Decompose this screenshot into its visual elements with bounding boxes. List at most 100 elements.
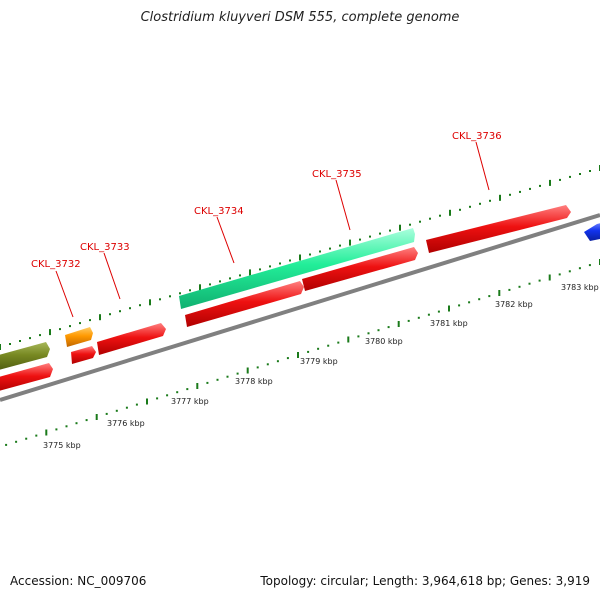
inner-major-tick	[347, 336, 350, 343]
gene-label-lines	[55, 141, 490, 318]
outer-major-tick	[399, 224, 401, 231]
inner-minor-tick	[578, 267, 581, 270]
inner-minor-tick	[558, 273, 561, 276]
gene-label-3732[interactable]: CKL_3732	[31, 259, 81, 270]
outer-minor-tick	[509, 193, 511, 196]
outer-minor-tick	[179, 292, 181, 295]
gene-features	[0, 205, 600, 392]
outer-minor-tick	[269, 265, 271, 268]
gene-olive[interactable]	[0, 342, 50, 371]
inner-minor-tick	[478, 298, 481, 301]
inner-minor-tick	[538, 279, 541, 282]
scale-labels: 3775 kbp 3776 kbp 3777 kbp 3778 kbp 3779…	[43, 283, 599, 450]
outer-minor-tick	[569, 175, 571, 178]
outer-major-tick	[449, 209, 451, 216]
outer-minor-tick	[119, 310, 121, 313]
outer-major-tick	[99, 314, 101, 321]
outer-minor-tick	[69, 325, 71, 328]
inner-minor-tick	[508, 288, 511, 291]
inner-major-tick	[448, 305, 450, 312]
outer-minor-tick	[409, 223, 411, 226]
gene-red-3733[interactable]	[97, 323, 166, 355]
outer-minor-tick	[439, 214, 441, 217]
leader-line-3734	[216, 216, 235, 264]
scale-label-3783: 3783 kbp	[561, 283, 599, 292]
gene-red-3736[interactable]	[426, 205, 571, 253]
outer-minor-tick	[469, 205, 471, 208]
inner-minor-tick	[176, 391, 179, 394]
outer-minor-tick	[529, 187, 531, 190]
gene-orange[interactable]	[65, 327, 93, 347]
inner-minor-tick	[518, 285, 521, 288]
inner-minor-tick	[186, 388, 189, 391]
outer-major-tick	[49, 329, 51, 336]
gene-label-3734[interactable]: CKL_3734	[194, 206, 244, 217]
inner-minor-tick	[156, 397, 159, 400]
outer-minor-tick	[279, 262, 281, 265]
outer-minor-tick	[589, 170, 591, 172]
leader-line-3733	[103, 252, 121, 300]
gene-label-3733[interactable]: CKL_3733	[80, 242, 130, 253]
scale-label-3776: 3776 kbp	[107, 419, 145, 428]
outer-minor-tick	[519, 190, 521, 193]
outer-minor-tick	[169, 295, 171, 298]
inner-minor-tick	[5, 443, 8, 446]
inner-major-tick	[196, 383, 199, 389]
outer-minor-tick	[339, 244, 341, 247]
inner-major-tick	[246, 367, 249, 374]
outer-minor-tick	[9, 343, 11, 345]
inner-minor-tick	[226, 375, 229, 378]
gene-label-3736[interactable]: CKL_3736	[452, 131, 502, 142]
inner-minor-tick	[25, 437, 28, 440]
inner-minor-tick	[286, 357, 289, 360]
outer-minor-tick	[389, 229, 391, 232]
gene-red-3735[interactable]	[302, 247, 418, 291]
inner-minor-tick	[35, 434, 38, 437]
inner-minor-tick	[55, 428, 58, 431]
gene-red-3734[interactable]	[185, 281, 304, 327]
gene-cyan-3734[interactable]	[179, 228, 415, 309]
inner-minor-tick	[427, 313, 430, 316]
gene-blue-right[interactable]	[584, 222, 600, 241]
outer-minor-tick	[109, 313, 111, 316]
scale-label-3781: 3781 kbp	[430, 319, 468, 328]
outer-minor-tick	[479, 202, 481, 205]
inner-minor-tick	[317, 347, 320, 350]
outer-minor-tick	[209, 283, 211, 286]
outer-minor-tick	[229, 277, 231, 280]
gene-label-3735[interactable]: CKL_3735	[312, 169, 362, 180]
inner-major-tick	[397, 321, 400, 327]
inner-minor-tick	[266, 363, 269, 366]
outer-minor-tick	[329, 247, 331, 250]
accession-text: Accession: NC_009706	[10, 574, 147, 588]
gene-red-left[interactable]	[0, 363, 53, 392]
inner-minor-tick	[115, 409, 118, 412]
inner-major-tick	[146, 398, 148, 405]
inner-minor-tick	[105, 412, 108, 415]
gene-red-3732[interactable]	[71, 346, 96, 364]
inner-minor-tick	[166, 394, 169, 397]
scale-label-3775: 3775 kbp	[43, 441, 81, 450]
inner-major-tick	[297, 352, 299, 358]
outer-minor-tick	[579, 173, 581, 175]
inner-major-tick	[548, 274, 551, 281]
inner-minor-tick	[236, 372, 239, 375]
inner-minor-tick	[367, 332, 370, 335]
outer-minor-tick	[219, 280, 221, 283]
inner-minor-tick	[568, 270, 571, 273]
inner-minor-tick	[337, 341, 340, 344]
inner-minor-tick	[276, 360, 279, 363]
inner-minor-tick	[307, 350, 310, 353]
leader-line-3736	[475, 141, 490, 191]
outer-minor-tick	[539, 184, 541, 187]
inner-minor-tick	[85, 419, 88, 422]
outer-major-tick	[499, 194, 501, 201]
outer-major-tick	[549, 179, 551, 186]
inner-minor-tick	[135, 403, 138, 406]
genome-summary-text: Topology: circular; Length: 3,964,618 bp…	[260, 574, 590, 588]
outer-minor-tick	[419, 220, 421, 223]
outer-minor-tick	[139, 304, 141, 307]
page-title: Clostridium kluyveri DSM 555, complete g…	[140, 10, 460, 25]
inner-minor-tick	[75, 422, 78, 425]
